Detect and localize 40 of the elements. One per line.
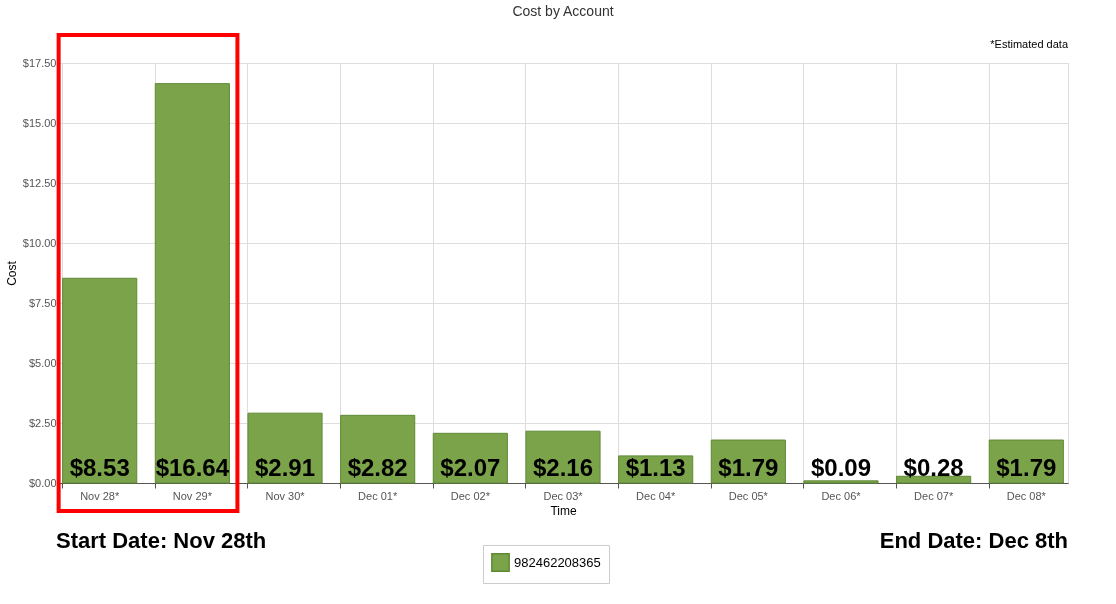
y-tick-label: $15.00 xyxy=(22,116,57,129)
data-label: $1.79 xyxy=(996,454,1057,481)
text: End Date: Dec 8th xyxy=(879,528,1068,553)
x-tick-label: Nov 28* xyxy=(80,489,120,502)
data-label: $0.09 xyxy=(810,454,872,481)
x-tick-label: Dec 02* xyxy=(450,489,491,502)
y-tick-label: $17.50 xyxy=(22,56,57,69)
chart-title: Cost by Account xyxy=(512,3,614,19)
bar xyxy=(803,480,879,484)
data-label: $2.16 xyxy=(532,454,594,481)
y-tick-label: $0.00 xyxy=(28,476,57,489)
bar xyxy=(62,277,138,484)
data-label: $16.64 xyxy=(155,454,230,481)
x-tick-label: Dec 07* xyxy=(914,489,954,502)
text: *Estimated data xyxy=(990,38,1069,50)
y-tick-label: $2.50 xyxy=(28,416,57,429)
data-label: $0.28 xyxy=(903,454,964,481)
x-axis-title: Time xyxy=(550,503,577,518)
data-label: $8.53 xyxy=(69,454,130,481)
x-tick-label: Dec 05* xyxy=(728,489,769,502)
bar xyxy=(247,412,323,484)
x-tick-label: Nov 30* xyxy=(265,489,306,502)
y-tick-label: $10.00 xyxy=(22,236,57,249)
y-tick-label: $12.50 xyxy=(22,176,57,189)
y-tick-label: $7.50 xyxy=(28,296,57,309)
data-label: $1.13 xyxy=(625,454,686,481)
x-tick-label: Dec 04* xyxy=(636,489,676,502)
x-tick-label: Dec 08* xyxy=(1006,489,1047,502)
x-tick-label: Dec 06* xyxy=(821,489,862,502)
y-axis-title: Cost xyxy=(4,260,19,286)
x-tick-label: Nov 29* xyxy=(172,489,213,502)
data-label: $2.82 xyxy=(347,454,408,481)
x-tick-label: Dec 03* xyxy=(543,489,584,502)
data-label: $2.91 xyxy=(254,454,316,481)
text: Start Date: Nov 28th xyxy=(56,528,267,553)
y-tick-label: $5.00 xyxy=(28,356,57,369)
x-tick-label: Dec 01* xyxy=(358,489,398,502)
data-label: $2.07 xyxy=(440,454,501,481)
data-label: $1.79 xyxy=(718,454,779,481)
legend-label: 982462208365 xyxy=(514,554,601,570)
